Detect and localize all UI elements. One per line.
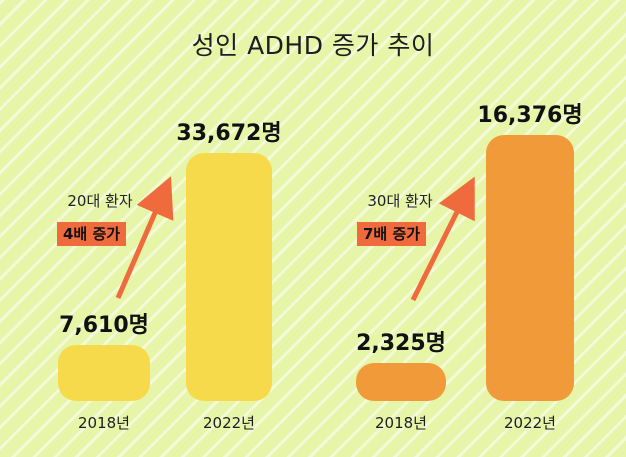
annotation-badge-20s: 4배 증가 [57, 222, 127, 246]
chart-title: 성인 ADHD 증가 추이 [191, 31, 435, 60]
annotation-group-20s: 20대 환자 [67, 192, 133, 210]
value-label-20s-2018: 7,610명 [59, 313, 149, 338]
growth-arrow-20s [115, 176, 174, 299]
annotation-group-30s: 30대 환자 [367, 192, 433, 210]
bar-20s-2022 [186, 153, 272, 401]
bar-30s-2018 [356, 363, 446, 401]
bar-30s-2022 [486, 135, 574, 401]
value-label-30s-2022: 16,376명 [477, 103, 583, 128]
bar-20s-2018 [58, 345, 150, 401]
growth-arrow-30s [410, 176, 475, 302]
value-label-30s-2018: 2,325명 [356, 331, 446, 356]
annotation-badge-30s: 7배 증가 [357, 222, 427, 246]
year-label-20s-2022: 2022년 [203, 414, 255, 432]
year-label-30s-2022: 2022년 [504, 414, 556, 432]
year-label-20s-2018: 2018년 [78, 414, 130, 432]
value-label-20s-2022: 33,672명 [176, 121, 282, 146]
year-label-30s-2018: 2018년 [375, 414, 427, 432]
